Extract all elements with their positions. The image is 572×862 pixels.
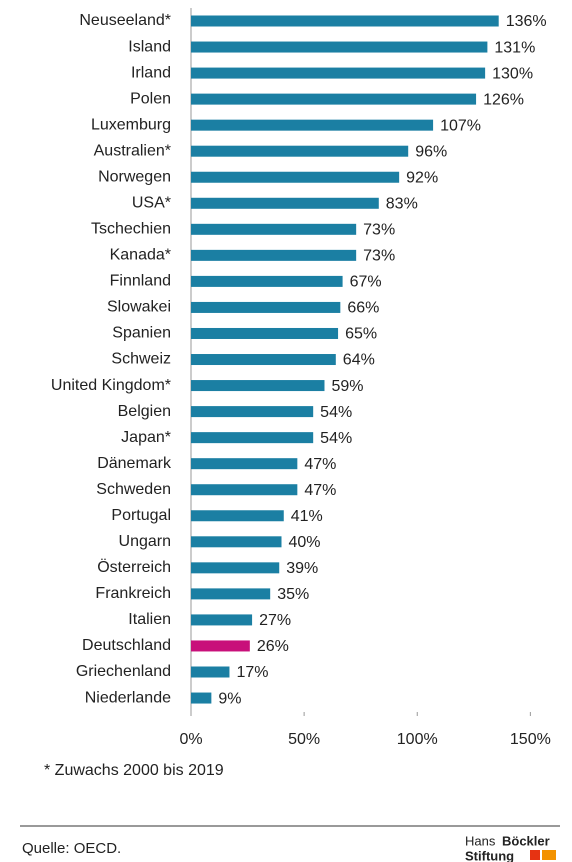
logo: Hans Böckler Stiftung [465,833,556,862]
value-label: 67% [350,274,382,291]
value-label: 73% [363,248,395,265]
y-tick-label: Polen [130,90,171,107]
logo-square [542,850,556,860]
value-label: 17% [236,664,268,681]
y-tick-label: Kanada* [110,247,171,264]
bar [191,41,488,53]
value-label: 47% [304,456,336,473]
value-label: 39% [286,560,318,577]
value-label: 107% [440,117,481,134]
y-tick-label: Deutschland [82,637,171,654]
y-tick-label: United Kingdom* [51,377,171,394]
y-tick-label: Schweiz [111,351,171,368]
value-label: 136% [506,13,547,30]
bar [191,93,477,105]
y-tick-label: Norwegen [98,168,171,185]
value-label: 27% [259,612,291,629]
bar [191,119,434,131]
bar [191,536,282,548]
bar [191,171,400,183]
value-label: 65% [345,326,377,343]
value-label: 83% [386,195,418,212]
bar [191,458,298,470]
bar [191,197,379,209]
y-tick-label: Niederlande [85,689,171,706]
bar [191,249,357,261]
y-tick-label: Island [128,38,171,55]
y-tick-label: Italien [128,611,171,628]
bar [191,510,284,522]
y-tick-label: Australien* [94,142,171,159]
y-tick-label: Griechenland [76,663,171,680]
value-label: 92% [406,169,438,186]
y-tick-label: Frankreich [95,585,171,602]
value-label: 59% [331,378,363,395]
x-tick-label: 150% [510,731,551,748]
bar [191,301,341,313]
source: Quelle: OECD. [22,840,121,857]
footnote: * Zuwachs 2000 bis 2019 [44,762,224,779]
value-label: 40% [289,534,321,551]
value-label: 9% [218,690,241,707]
y-tick-label: Ungarn [119,533,171,550]
bar [191,223,357,235]
x-tick-label: 100% [397,731,438,748]
bar [191,15,499,27]
bar [191,562,280,574]
bar [191,327,339,339]
bar [191,666,230,678]
y-tick-label: Dänemark [97,455,172,472]
bar [191,380,325,392]
y-tick-label: Luxemburg [91,116,171,133]
value-label: 73% [363,222,395,239]
bar [191,614,253,626]
bar [191,588,271,600]
y-tick-label: Spanien [112,325,171,342]
y-tick-label: Neuseeland* [79,12,171,29]
x-tick-label: 0% [179,731,202,748]
logo-text: Stiftung [465,848,514,862]
bar [191,275,343,287]
bar [191,640,250,652]
value-label: 64% [343,352,375,369]
value-label: 66% [347,300,379,317]
value-label: 47% [304,482,336,499]
bar [191,354,336,366]
bar [191,145,409,157]
y-tick-label: USA* [132,194,171,211]
x-tick-label: 50% [288,731,320,748]
y-tick-label: Portugal [111,507,171,524]
y-tick-label: Finnland [110,273,171,290]
value-label: 54% [320,430,352,447]
value-label: 131% [494,39,535,56]
logo-text: Hans [465,833,496,848]
value-label: 41% [291,508,323,525]
bar [191,406,314,418]
y-tick-label: Irland [131,64,171,81]
value-label: 126% [483,91,524,108]
logo-square [530,850,540,860]
value-label: 35% [277,586,309,603]
y-tick-label: Schweden [96,481,171,498]
value-label: 130% [492,65,533,82]
value-label: 54% [320,404,352,421]
bar [191,432,314,444]
value-label: 26% [257,638,289,655]
y-tick-label: Japan* [121,429,171,446]
bar [191,484,298,496]
y-tick-label: Tschechien [91,221,171,238]
logo-text: Böckler [502,833,550,848]
y-tick-label: Slowakei [107,299,171,316]
bar [191,67,486,79]
value-label: 96% [415,143,447,160]
bar [191,692,212,704]
y-tick-label: Belgien [118,403,171,420]
y-tick-label: Österreich [97,558,171,576]
